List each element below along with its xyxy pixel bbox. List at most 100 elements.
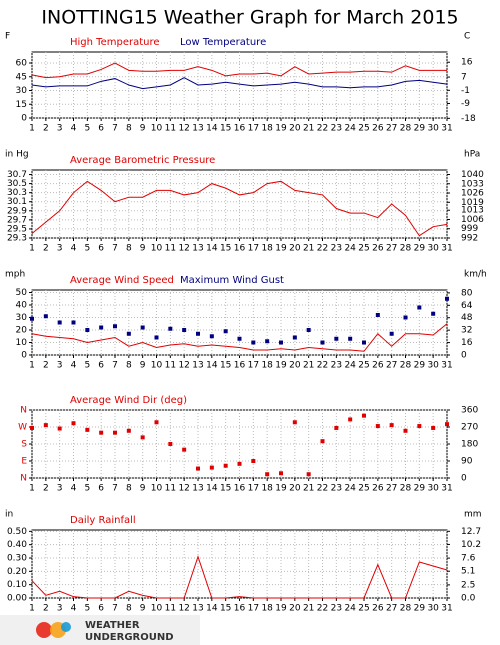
- x-tick-label: 28: [400, 244, 412, 254]
- x-tick-label: 24: [344, 604, 356, 614]
- x-tick-label: 19: [275, 124, 287, 134]
- x-tick-label: 29: [414, 604, 426, 614]
- data-point: [223, 329, 228, 334]
- data-point: [99, 325, 104, 330]
- x-tick-label: 13: [192, 124, 203, 134]
- x-tick-label: 13: [192, 604, 203, 614]
- data-point: [431, 311, 436, 316]
- data-point: [348, 336, 353, 341]
- data-point: [237, 336, 242, 341]
- data-point: [182, 328, 187, 332]
- x-tick-label: 19: [275, 484, 287, 494]
- x-tick-label: 14: [206, 361, 218, 371]
- data-point: [306, 328, 311, 332]
- data-point: [168, 326, 173, 331]
- x-tick-label: 6: [98, 244, 104, 254]
- x-tick-label: 9: [140, 124, 146, 134]
- x-tick-label: 31: [441, 484, 452, 494]
- x-tick-label: 1: [29, 124, 35, 134]
- x-tick-label: 23: [331, 361, 342, 371]
- x-tick-label: 19: [275, 604, 287, 614]
- x-tick-label: 17: [248, 484, 259, 494]
- x-tick-label: 27: [386, 244, 397, 254]
- x-tick-label: 6: [98, 604, 104, 614]
- x-tick-label: 9: [140, 484, 146, 494]
- y2-axis-label: hPa: [464, 150, 480, 160]
- logo-icon: [36, 622, 52, 638]
- data-point: [265, 472, 270, 477]
- data-point: [71, 421, 76, 426]
- data-point: [154, 335, 159, 340]
- data-point: [265, 339, 270, 344]
- x-tick-label: 19: [275, 244, 287, 254]
- x-tick-label: 17: [248, 124, 259, 134]
- x-tick-label: 24: [344, 244, 356, 254]
- x-tick-label: 25: [358, 361, 369, 371]
- x-tick-label: 5: [84, 124, 90, 134]
- x-tick-label: 12: [178, 604, 189, 614]
- y-tick-label: 0.50: [7, 527, 27, 537]
- y2-tick-label: 1013: [461, 206, 484, 216]
- y2-tick-label: 32: [461, 326, 472, 336]
- data-point: [140, 325, 145, 330]
- data-point: [362, 340, 366, 345]
- data-point: [209, 465, 214, 470]
- x-tick-label: 29: [414, 484, 426, 494]
- x-tick-label: 10: [151, 604, 163, 614]
- data-point: [140, 435, 145, 440]
- y2-axis-label: C: [464, 32, 470, 42]
- y-tick-label: 10: [16, 338, 28, 348]
- data-point: [251, 340, 256, 345]
- x-tick-label: 31: [441, 124, 452, 134]
- data-line: [31, 323, 448, 352]
- data-point: [43, 423, 48, 428]
- data-line: [31, 555, 448, 599]
- data-point: [403, 428, 408, 433]
- y2-tick-label: 7.6: [461, 554, 476, 564]
- data-point: [431, 425, 436, 430]
- x-tick-label: 6: [98, 484, 104, 494]
- x-tick-label: 17: [248, 244, 259, 254]
- x-tick-label: 5: [84, 361, 90, 371]
- data-point: [320, 439, 325, 444]
- y-axis-label: mph: [5, 270, 25, 280]
- x-tick-label: 10: [151, 244, 163, 254]
- data-point: [126, 428, 131, 433]
- x-tick-label: 22: [317, 604, 328, 614]
- x-tick-label: 14: [206, 124, 218, 134]
- x-tick-label: 15: [220, 244, 231, 254]
- x-tick-label: 9: [140, 244, 146, 254]
- legend-label: Low Temperature: [180, 37, 266, 48]
- data-point: [251, 459, 256, 463]
- data-point: [223, 463, 228, 468]
- data-point: [375, 313, 380, 317]
- y2-tick-label: -1: [461, 86, 470, 96]
- x-tick-label: 12: [178, 484, 189, 494]
- x-tick-label: 31: [441, 604, 452, 614]
- y-tick-label: 15: [16, 100, 27, 110]
- data-point: [237, 461, 242, 466]
- y2-tick-label: 1040: [461, 170, 484, 180]
- y-tick-label: 30.1: [7, 197, 27, 207]
- data-point: [196, 466, 200, 471]
- x-tick-label: 5: [84, 484, 90, 494]
- y-tick-label: S: [21, 440, 27, 450]
- data-point: [445, 296, 449, 301]
- x-tick-label: 26: [372, 244, 384, 254]
- x-tick-label: 1: [29, 244, 35, 254]
- y2-tick-label: 2.5: [461, 580, 475, 590]
- data-point: [71, 320, 76, 325]
- y2-tick-label: 80: [461, 288, 473, 298]
- x-tick-label: 4: [71, 604, 77, 614]
- data-point: [445, 422, 449, 427]
- x-tick-label: 11: [165, 124, 176, 134]
- data-point: [334, 425, 339, 430]
- y-tick-label: 0: [21, 351, 27, 361]
- x-tick-label: 21: [303, 604, 314, 614]
- data-point: [196, 331, 200, 336]
- x-tick-label: 1: [29, 361, 35, 371]
- data-point: [57, 426, 62, 431]
- x-tick-label: 29: [414, 244, 426, 254]
- data-point: [334, 336, 339, 341]
- x-tick-label: 27: [386, 124, 397, 134]
